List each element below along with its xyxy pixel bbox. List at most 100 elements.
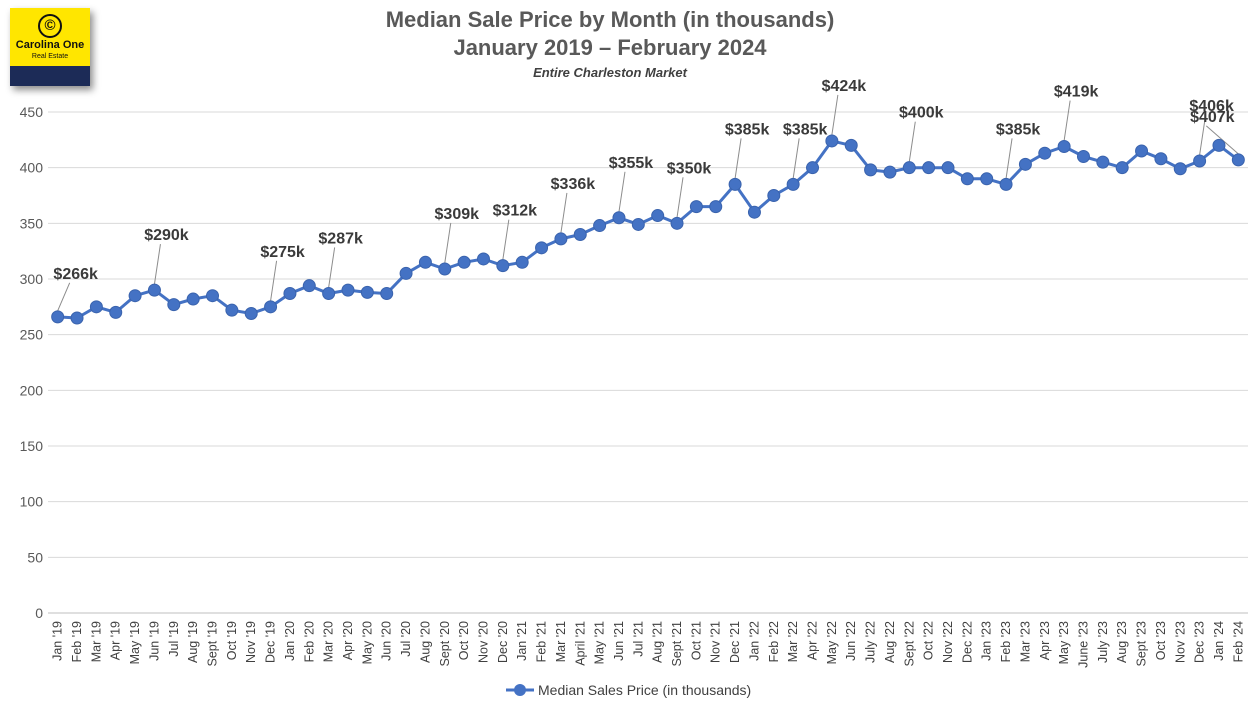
x-tick-label: Jan '21: [515, 621, 529, 661]
x-tick-label: Jul '21: [631, 621, 645, 657]
data-point: [167, 298, 181, 312]
x-tick-label: Mar '22: [786, 621, 800, 662]
data-point: [922, 161, 936, 175]
data-point: [1173, 162, 1187, 176]
legend-marker: [514, 684, 526, 696]
label-leader-line: [153, 244, 161, 285]
data-point: [418, 255, 432, 269]
x-tick-label: Dec '22: [960, 621, 974, 663]
x-tick-label: July '22: [864, 621, 878, 663]
label-leader-line: [1063, 100, 1071, 141]
data-point: [496, 259, 510, 273]
data-point: [651, 209, 665, 223]
y-tick-label: 50: [27, 549, 43, 565]
data-point: [380, 286, 394, 300]
data-point: [1096, 155, 1110, 169]
data-label: $385k: [783, 121, 828, 138]
data-point: [128, 289, 142, 303]
y-tick-label: 100: [20, 494, 44, 510]
data-point: [457, 255, 471, 269]
data-point: [960, 172, 974, 186]
data-point: [902, 161, 916, 175]
data-point: [1057, 140, 1071, 154]
x-tick-label: Dec '20: [496, 621, 510, 663]
y-tick-label: 350: [20, 215, 44, 231]
x-tick-label: Nov '19: [244, 621, 258, 663]
x-tick-label: Nov '22: [941, 621, 955, 663]
data-point: [89, 300, 103, 314]
data-point: [1115, 161, 1129, 175]
data-point: [709, 200, 723, 214]
x-tick-label: Dec '19: [264, 621, 278, 663]
x-tick-label: Jun '20: [380, 621, 394, 661]
x-tick-label: Jun '19: [147, 621, 161, 661]
x-tick-label: June '23: [1076, 621, 1090, 668]
x-tick-label: Sept '21: [670, 621, 684, 667]
data-point: [825, 134, 839, 148]
label-leader-line: [57, 282, 71, 312]
data-point: [322, 286, 336, 300]
label-leader-line: [1199, 114, 1207, 156]
x-tick-label: Dec '21: [728, 621, 742, 663]
label-leader-line: [270, 260, 278, 301]
data-point: [980, 172, 994, 186]
x-tick-label: Aug '20: [418, 621, 432, 663]
data-point: [554, 232, 568, 246]
data-label: $309k: [435, 206, 480, 223]
y-tick-label: 150: [20, 438, 44, 454]
data-label: $350k: [667, 160, 712, 177]
data-point: [786, 177, 800, 191]
data-point: [670, 216, 684, 230]
x-tick-label: April '21: [573, 621, 587, 666]
logo-company-name: Carolina One: [15, 39, 85, 51]
data-point: [1154, 152, 1168, 166]
logo-navy-band: [10, 66, 90, 86]
brand-logo: © Carolina One Real Estate: [10, 8, 90, 86]
data-point: [631, 217, 645, 231]
data-point: [244, 307, 258, 321]
x-tick-label: Sept '20: [438, 621, 452, 667]
label-leader-line: [1005, 138, 1013, 179]
data-label: $385k: [725, 121, 770, 138]
data-point: [1018, 157, 1032, 171]
data-label: $419k: [1054, 84, 1099, 101]
x-tick-label: Nov '20: [476, 621, 490, 663]
x-tick-label: May '20: [360, 621, 374, 664]
x-tick-label: Aug '21: [651, 621, 665, 663]
data-label: $406k: [1189, 98, 1234, 115]
x-tick-label: Feb '24: [1231, 621, 1245, 662]
data-point: [593, 219, 607, 233]
data-point: [360, 285, 374, 299]
label-leader-line: [328, 247, 336, 288]
y-tick-label: 0: [35, 605, 43, 621]
data-label: $385k: [996, 121, 1041, 138]
x-tick-label: Mar '19: [89, 621, 103, 662]
x-tick-label: Mar '21: [554, 621, 568, 662]
x-tick-label: May '23: [1057, 621, 1071, 664]
data-point: [844, 138, 858, 152]
label-leader-line: [908, 121, 916, 162]
x-tick-label: Nov '23: [1173, 621, 1187, 663]
data-label: $355k: [609, 155, 654, 172]
chart-title: Median Sale Price by Month (in thousands…: [385, 7, 835, 32]
data-point: [1038, 146, 1052, 160]
x-tick-label: Aug '19: [186, 621, 200, 663]
data-point: [264, 300, 278, 314]
data-label: $312k: [493, 203, 538, 220]
data-label: $287k: [318, 230, 363, 247]
data-point: [302, 279, 316, 293]
data-point: [747, 205, 761, 219]
x-tick-label: July '23: [1096, 621, 1110, 663]
data-point: [1076, 150, 1090, 164]
x-tick-label: Feb '22: [767, 621, 781, 662]
x-tick-label: Jan '24: [1212, 621, 1226, 661]
label-leader-line: [831, 94, 839, 136]
data-point: [1135, 144, 1149, 158]
data-point: [109, 305, 123, 319]
data-point: [864, 163, 878, 177]
data-point: [612, 211, 626, 225]
data-point: [535, 241, 549, 255]
label-leader-line: [618, 171, 626, 212]
chart-subtitle: Entire Charleston Market: [533, 65, 687, 80]
